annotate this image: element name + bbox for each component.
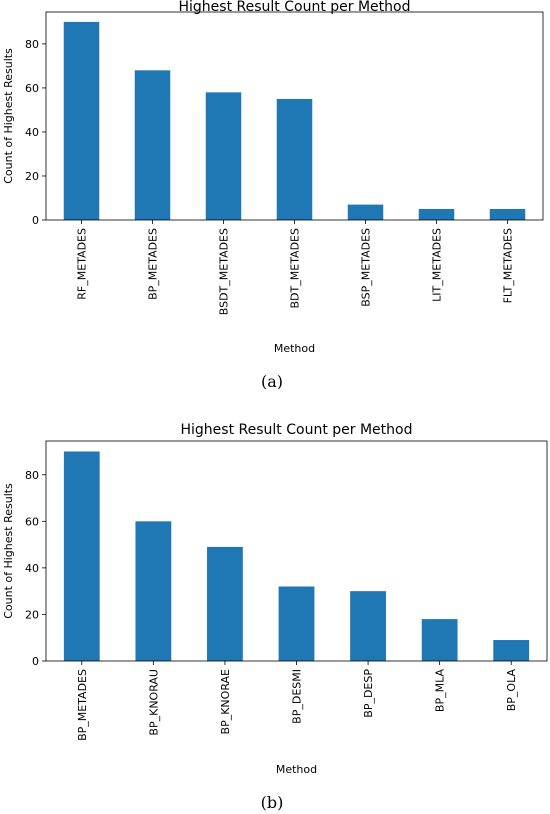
bar xyxy=(276,98,313,220)
x-tick-label: BP_OLA xyxy=(505,669,518,712)
y-axis-label: Count of Highest Results xyxy=(2,483,15,619)
bar xyxy=(493,640,530,661)
chart-title: Highest Result Count per Method xyxy=(181,422,413,438)
x-tick-label: LIT_METADES xyxy=(431,228,444,302)
y-tick-label: 60 xyxy=(25,82,39,95)
figure-caption: (b) xyxy=(261,793,284,812)
bar-chart-a: Highest Result Count per Method Count of… xyxy=(2,0,544,391)
x-tick-label: BP_DESP xyxy=(362,669,375,718)
x-tick-label: BP_DESMI xyxy=(291,669,304,724)
x-tick-label: BSDT_METADES xyxy=(218,228,231,315)
bar-chart-b: Highest Result Count per Method Count of… xyxy=(2,422,548,812)
x-tick-label: BSP_METADES xyxy=(360,228,373,307)
chart-title: Highest Result Count per Method xyxy=(179,0,411,15)
plot-area: RF_METADES BP_METADES BSDT_METADES BDT_META… xyxy=(25,11,544,315)
x-tick-label: BP_KNORAE xyxy=(219,669,232,735)
x-tick-label: BP_METADES xyxy=(76,669,89,741)
bar xyxy=(63,21,100,221)
bar xyxy=(134,70,171,221)
x-tick-label: BP_MLA xyxy=(434,669,447,713)
y-tick-label: 80 xyxy=(25,38,39,51)
y-tick-label: 40 xyxy=(25,126,39,139)
bar xyxy=(350,591,386,661)
y-tick-label: 80 xyxy=(25,469,39,482)
y-tick-label: 20 xyxy=(25,608,39,621)
figure-caption: (a) xyxy=(261,372,283,391)
x-tick-label: FLT_METADES xyxy=(502,228,515,303)
bar xyxy=(421,619,458,661)
bar xyxy=(347,204,384,220)
y-tick-label: 0 xyxy=(32,655,39,668)
bar xyxy=(418,208,455,220)
x-tick-label: BP_KNORAU xyxy=(147,669,160,736)
y-tick-label: 0 xyxy=(32,214,39,227)
bar xyxy=(135,521,172,661)
plot-area: BP_METADES BP_KNORAU BP_KNORAE BP_DESMI BP_D… xyxy=(25,440,548,741)
bar xyxy=(207,546,243,661)
bar xyxy=(489,208,526,220)
y-tick-label: 40 xyxy=(25,562,39,575)
y-tick-label: 60 xyxy=(25,515,39,528)
x-tick-label: BP_METADES xyxy=(147,228,160,300)
bar xyxy=(278,586,315,661)
y-tick-label: 20 xyxy=(25,170,39,183)
y-axis-label: Count of Highest Results xyxy=(2,48,15,184)
chart-panel-b: Highest Result Count per Method Count of… xyxy=(0,410,550,814)
x-axis-label: Method xyxy=(274,342,315,355)
bar xyxy=(63,451,100,661)
bar xyxy=(205,92,242,220)
x-tick-label: BDT_METADES xyxy=(289,228,302,308)
plot-frame xyxy=(45,11,544,221)
x-tick-label: RF_METADES xyxy=(76,228,89,300)
x-axis-label: Method xyxy=(276,763,317,776)
plot-frame xyxy=(45,440,548,662)
chart-panel-a: Highest Result Count per Method Count of… xyxy=(0,0,550,400)
